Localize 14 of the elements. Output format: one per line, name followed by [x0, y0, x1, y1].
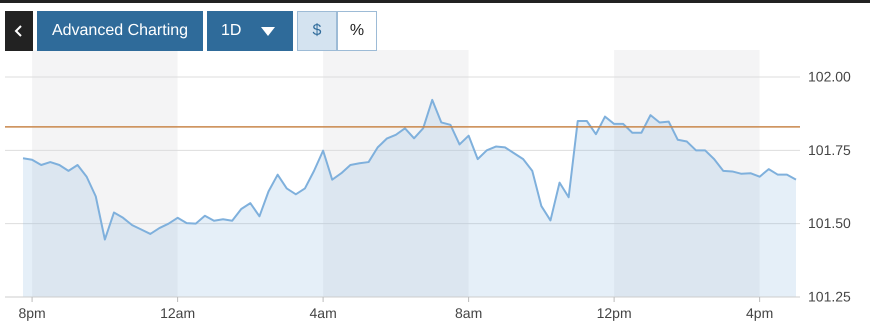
text: % — [350, 22, 364, 40]
x-tick-label: 4pm — [746, 304, 774, 321]
x-tick-label: 8am — [454, 304, 482, 321]
y-tick-label: 101.50 — [808, 215, 852, 232]
x-tick-label: 4am — [309, 304, 337, 321]
text: $ — [312, 22, 322, 40]
y-tick-label: 102.00 — [808, 68, 852, 84]
x-tick-label: 12am — [160, 304, 196, 321]
x-tick-label: 12pm — [596, 304, 632, 321]
text: Advanced Charting — [52, 22, 188, 40]
text: 1D — [221, 22, 242, 40]
y-tick-label: 101.75 — [808, 142, 852, 158]
x-tick-label: 8pm — [18, 304, 46, 321]
y-tick-label: 101.25 — [808, 288, 852, 304]
